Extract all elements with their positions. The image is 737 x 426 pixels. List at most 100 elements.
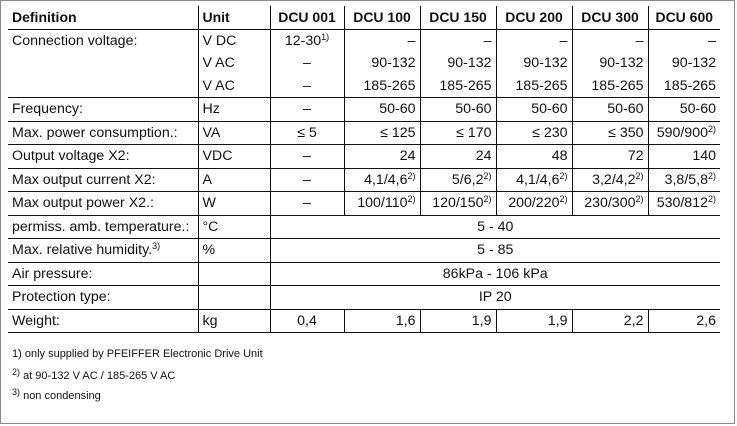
cell-value: 90-132 — [447, 55, 492, 72]
cell-value: 12-30 — [284, 32, 322, 49]
cell-value: – — [303, 171, 311, 188]
table-cell: 1,6 — [343, 308, 420, 333]
table-cell: ≤ 230 — [495, 120, 572, 145]
spec-table: Definition Unit DCU 001 DCU 100 DCU 150 … — [8, 6, 720, 333]
row-unit: % — [197, 238, 270, 262]
row-unit — [197, 261, 270, 286]
row-label-text: Air pressure: — [12, 265, 93, 282]
table-cell: 185-265 — [343, 74, 420, 98]
table-cell: ≤ 125 — [343, 120, 420, 145]
row-label: Max. relative humidity.3) — [8, 238, 198, 262]
table-row: Max output current X2: A –4,1/4,62) 5/6,22)… — [8, 167, 720, 192]
cell-value: 90-132 — [599, 55, 644, 72]
table-row: Max. power consumption.: VA ≤ 5 ≤ 125 ≤ 170 ≤… — [8, 120, 720, 145]
table-cell: 72 — [571, 144, 648, 168]
table-cell: 5/6,22) — [419, 167, 496, 192]
header-dcu-600: DCU 600 — [647, 6, 720, 30]
cell-value: – — [559, 32, 568, 49]
table-cell: 120/1502) — [419, 191, 496, 215]
row-unit — [197, 285, 270, 309]
table-cell: ≤ 350 — [571, 120, 648, 145]
cell-value: ≤ 5 — [297, 124, 317, 141]
row-label: Frequency: — [8, 97, 198, 121]
cell-value: ≤ 125 — [380, 124, 416, 141]
footnote-3: 3) non condensing — [12, 388, 101, 403]
table-cell: 0,4 — [269, 308, 344, 333]
cell-value: 120/150 — [432, 195, 484, 212]
row-label-text: Connection voltage: — [12, 32, 138, 49]
table-cell: 1,9 — [419, 308, 496, 333]
cell-value: 90-132 — [671, 55, 716, 72]
table-cell: 50-60 — [647, 97, 720, 121]
cell-footnote-mark: 2) — [559, 170, 568, 181]
table-cell: – — [269, 167, 344, 192]
cell-value: 50-60 — [607, 101, 644, 118]
row-label: Protection type: — [8, 285, 198, 309]
row-span-value: 5 - 85 — [269, 238, 720, 262]
table-row: Max output power X2.: W –100/1102) 120/1502… — [8, 191, 720, 215]
cell-value: 185-265 — [591, 77, 644, 94]
cell-value: – — [303, 148, 311, 165]
row-unit: V AC — [197, 74, 270, 98]
table-cell: 200/2202) — [495, 191, 572, 215]
cell-value: – — [708, 32, 716, 49]
cell-value: – — [483, 32, 492, 49]
cell-value: 24 — [475, 148, 492, 165]
row-label-text: permiss. amb. temperature.: — [12, 218, 190, 235]
table-row: Connection voltage: V DC 12-301) – – – – – — [8, 29, 720, 52]
table-row: Protection type: IP 20 — [8, 285, 720, 309]
row-label: Max output power X2.: — [8, 191, 198, 215]
cell-value: 1,9 — [471, 312, 492, 329]
cell-value: 1,9 — [547, 312, 568, 329]
cell-value: 185-265 — [663, 77, 716, 94]
cell-value: 90-132 — [371, 55, 416, 72]
row-unit: VA — [197, 120, 270, 145]
cell-footnote-mark: 2) — [635, 170, 644, 181]
cell-value: 185-265 — [363, 77, 416, 94]
table-cell: 90-132 — [647, 52, 720, 75]
header-dcu-001: DCU 001 — [269, 6, 344, 30]
cell-value: 2,6 — [696, 312, 716, 329]
cell-footnote-mark: 2) — [559, 194, 568, 205]
cell-footnote-mark: 2) — [483, 194, 492, 205]
row-span-value: IP 20 — [269, 285, 720, 309]
row-label: Weight: — [8, 308, 198, 333]
header-dcu-150: DCU 150 — [419, 6, 496, 30]
cell-value: 50-60 — [679, 101, 716, 118]
row-label-text: Max. relative humidity. — [12, 242, 153, 259]
table-cell: 90-132 — [495, 52, 572, 75]
table-cell: 50-60 — [343, 97, 420, 121]
table-row: Max. relative humidity.3)% 5 - 85 — [8, 238, 720, 262]
cell-value: 530/812 — [656, 195, 708, 212]
table-cell: 185-265 — [571, 74, 648, 98]
row-unit: °C — [197, 214, 270, 239]
table-cell: 90-132 — [343, 52, 420, 75]
row-label-text: Max. power consumption.: — [12, 124, 178, 141]
row-label: Connection voltage: — [8, 29, 198, 52]
table-cell: ≤ 5 — [269, 120, 344, 145]
footnote-3-text: non condensing — [20, 390, 101, 402]
cell-footnote-mark: 2) — [707, 194, 716, 205]
table-cell: – — [269, 144, 344, 168]
table-cell: – — [343, 29, 420, 52]
header-dcu-200: DCU 200 — [495, 6, 572, 30]
cell-value: 590/900 — [656, 124, 708, 141]
row-span-value: 5 - 40 — [269, 214, 720, 239]
row-label — [8, 75, 198, 98]
row-unit: V AC — [197, 52, 270, 75]
cell-value: ≤ 350 — [608, 124, 644, 141]
table-cell: – — [571, 29, 648, 52]
cell-value: 5/6,2 — [451, 171, 484, 188]
table-cell: 140 — [647, 144, 720, 168]
cell-value: 50-60 — [379, 101, 416, 118]
cell-value: 230/300 — [584, 195, 636, 212]
cell-value: 50-60 — [455, 101, 492, 118]
table-cell: 90-132 — [419, 52, 496, 75]
cell-footnote-mark: 2) — [635, 194, 644, 205]
row-unit: Hz — [197, 97, 270, 121]
cell-value: – — [303, 101, 311, 118]
table-cell: – — [495, 29, 572, 52]
footnote-1: 1) only supplied by PFEIFFER Electronic … — [12, 348, 263, 360]
table-row: permiss. amb. temperature.: °C 5 - 40 — [8, 214, 720, 239]
table-cell: 24 — [343, 144, 420, 168]
